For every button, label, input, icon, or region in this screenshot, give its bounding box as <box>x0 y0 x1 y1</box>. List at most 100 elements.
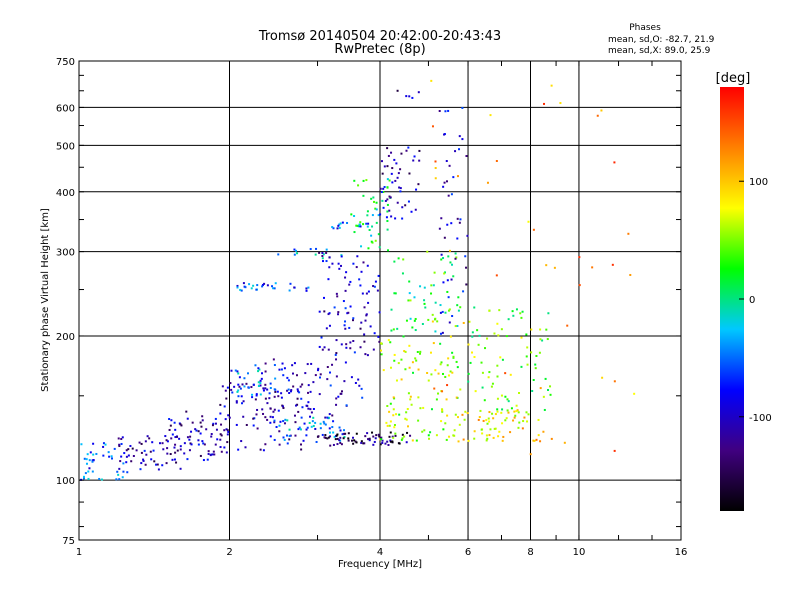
scatter-point <box>400 378 403 381</box>
scatter-point <box>189 435 192 438</box>
scatter-point <box>120 437 123 440</box>
scatter-point <box>559 102 562 105</box>
scatter-point <box>328 413 331 416</box>
scatter-point <box>525 355 528 358</box>
scatter-point <box>409 395 412 398</box>
scatter-point <box>324 423 327 426</box>
scatter-point <box>318 393 321 396</box>
scatter-point <box>327 313 330 316</box>
scatter-point <box>227 414 230 417</box>
scatter-point <box>242 400 245 403</box>
scatter-point <box>170 437 173 440</box>
scatter-point <box>120 455 123 458</box>
scatter-point <box>269 386 272 389</box>
scatter-point <box>434 177 437 180</box>
scatter-point <box>295 249 298 252</box>
scatter-point <box>452 355 455 358</box>
scatter-point <box>432 342 435 345</box>
scatter-point <box>422 406 425 409</box>
scatter-point <box>366 214 369 217</box>
scatter-point <box>297 428 300 431</box>
scatter-point <box>173 446 176 449</box>
scatter-point <box>334 353 337 356</box>
scatter-point <box>471 351 474 354</box>
scatter-point <box>366 354 369 357</box>
scatter-point <box>240 440 243 443</box>
scatter-point <box>405 411 408 414</box>
scatter-point <box>473 355 476 358</box>
scatter-point <box>404 204 407 207</box>
scatter-point <box>301 383 304 386</box>
scatter-point <box>613 380 616 383</box>
scatter-point <box>434 167 437 170</box>
scatter-point <box>327 436 330 439</box>
scatter-point <box>194 428 197 431</box>
scatter-point <box>366 432 369 435</box>
scatter-point <box>394 432 397 435</box>
scatter-point <box>254 398 257 401</box>
scatter-point <box>402 335 405 338</box>
scatter-point <box>462 321 465 324</box>
scatter-point <box>600 109 603 112</box>
scatter-point <box>188 449 191 452</box>
scatter-point <box>499 356 502 359</box>
scatter-point <box>236 390 239 393</box>
scatter-point <box>310 362 313 365</box>
scatter-point <box>274 377 277 380</box>
scatter-point <box>521 310 524 313</box>
scatter-point <box>322 296 325 299</box>
scatter-point <box>368 229 371 232</box>
scatter-point <box>380 160 383 163</box>
scatter-point <box>464 255 467 258</box>
scatter-point <box>108 455 111 458</box>
scatter-point <box>236 284 239 287</box>
scatter-point <box>262 387 265 390</box>
scatter-point <box>444 311 447 314</box>
scatter-point <box>293 253 296 256</box>
scatter-point <box>161 464 164 467</box>
scatter-point <box>384 442 387 445</box>
scatter-point <box>437 392 440 395</box>
scatter-point <box>171 458 174 461</box>
scatter-point <box>340 343 343 346</box>
scatter-point <box>485 439 488 442</box>
scatter-point <box>220 434 223 437</box>
scatter-point <box>397 257 400 260</box>
scatter-point <box>91 470 94 473</box>
scatter-point <box>517 426 520 429</box>
scatter-point <box>382 187 385 190</box>
scatter-point <box>566 324 569 327</box>
scatter-point <box>450 193 453 196</box>
scatter-point <box>171 433 174 436</box>
scatter-point <box>392 328 395 331</box>
scatter-point <box>473 306 476 309</box>
scatter-point <box>269 407 272 410</box>
scatter-point <box>399 190 402 193</box>
scatter-point <box>449 370 452 373</box>
scatter-point <box>415 188 418 191</box>
scatter-point <box>447 194 450 197</box>
scatter-point <box>335 358 338 361</box>
scatter-point <box>102 442 105 445</box>
scatter-point <box>83 475 86 478</box>
scatter-point <box>274 282 277 285</box>
scatter-point <box>405 319 408 322</box>
scatter-point <box>411 361 414 364</box>
scatter-point <box>144 463 147 466</box>
scatter-point <box>488 411 491 414</box>
scatter-point <box>342 432 345 435</box>
scatter-point <box>347 432 350 435</box>
scatter-point <box>434 160 437 163</box>
scatter-point <box>199 421 202 424</box>
scatter-point <box>487 417 490 420</box>
scatter-point <box>143 449 146 452</box>
scatter-point <box>269 382 272 385</box>
scatter-point <box>526 420 529 423</box>
scatter-point <box>629 273 632 276</box>
scatter-point <box>424 306 427 309</box>
scatter-point <box>282 374 285 377</box>
scatter-point <box>322 420 325 423</box>
scatter-point <box>380 436 383 439</box>
scatter-point <box>412 159 415 162</box>
scatter-point <box>269 435 272 438</box>
